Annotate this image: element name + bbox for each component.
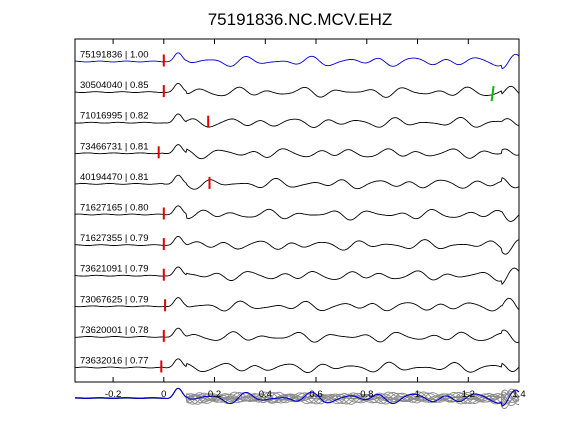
trace-labels: 75191836 | 1.00 30504040 | 0.85 71016995 |… — [80, 50, 149, 367]
trace-line-73621091 — [74, 266, 520, 286]
trace-line-30504040 — [74, 82, 520, 98]
trace-label: 71627355 | 0.79 — [80, 233, 149, 244]
x-tick-label: -0.2 — [105, 389, 121, 400]
trace-label: 73067625 | 0.79 — [80, 294, 149, 305]
trace-label: 73620001 | 0.78 — [80, 325, 149, 336]
stack-reference-trace — [75, 387, 520, 407]
x-axis-ticks: -0.2 0 0.2 0.4 0.6 0.8 1 1.2 1.4 — [105, 39, 526, 400]
trace-line-71627165 — [75, 205, 520, 222]
trace-line-73466731 — [75, 144, 520, 160]
trace-label: 30504040 | 0.85 — [80, 80, 149, 91]
trace-label: 71016995 | 0.82 — [80, 111, 149, 122]
trace-line-71016995 — [75, 113, 520, 128]
plot-axes-box — [74, 38, 520, 383]
x-tick-label: 0 — [161, 389, 166, 400]
trace-line-73632016 — [74, 358, 520, 374]
trace-label: 75191836 | 1.00 — [80, 50, 149, 61]
x-tick-label: 1.4 — [512, 389, 525, 400]
x-tick-label: 1 — [415, 389, 420, 400]
chart-title: 75191836.NC.MCV.EHZ — [208, 10, 393, 29]
trace-label: 40194470 | 0.81 — [80, 172, 149, 183]
trace-label: 73466731 | 0.81 — [80, 141, 149, 152]
x-tick-label: 1.2 — [462, 389, 475, 400]
traces-layer — [74, 52, 520, 409]
trace-label: 73621091 | 0.79 — [80, 264, 149, 275]
x-tick-label: 0.8 — [360, 389, 373, 400]
trace-label: 71627165 | 0.80 — [80, 203, 149, 214]
trace-line-73620001 — [75, 327, 520, 343]
pick-markers — [157, 54, 495, 373]
trace-line-73067625 — [74, 297, 520, 312]
trace-line-40194470 — [74, 174, 520, 190]
x-tick-label: 0.2 — [208, 389, 221, 400]
x-tick-label: 0.6 — [309, 389, 322, 400]
x-tick-label: 0.4 — [259, 389, 272, 400]
secondary-marker-30504040 — [490, 85, 495, 102]
trace-label: 73632016 | 0.77 — [80, 356, 149, 367]
trace-line-71627355 — [75, 235, 520, 255]
trace-line-75191836 — [74, 52, 520, 70]
